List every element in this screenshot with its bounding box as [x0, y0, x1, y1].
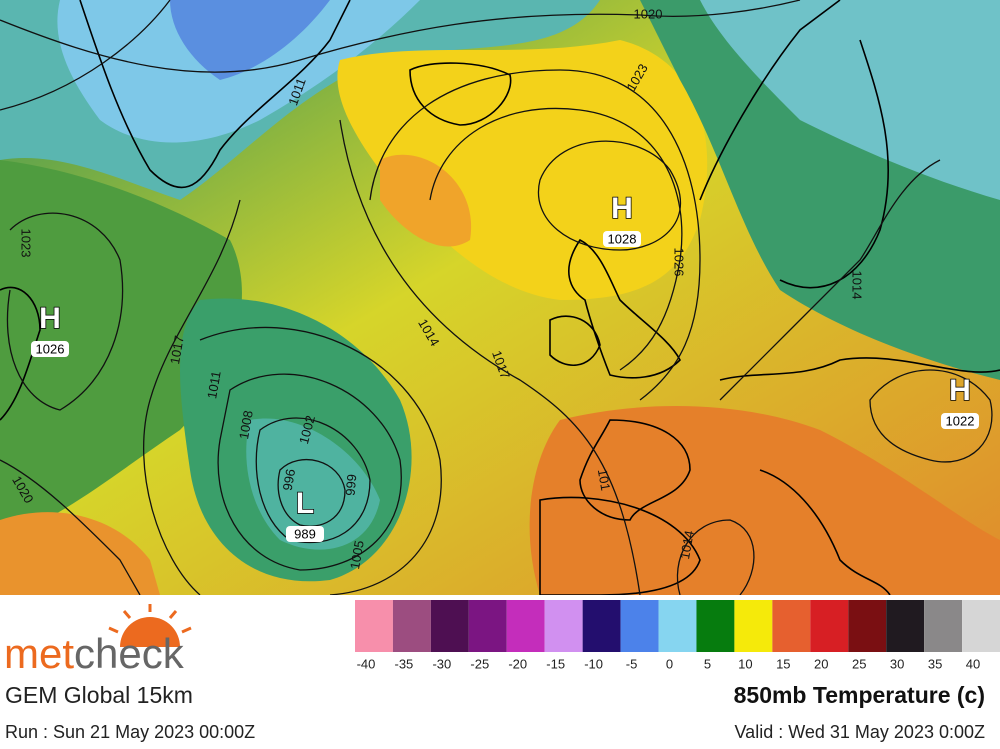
legend-swatch: [468, 600, 507, 652]
logo: metcheck: [4, 604, 192, 677]
legend-label: -15: [546, 656, 565, 671]
legend-label: -35: [395, 656, 414, 671]
isobar-label: 1017: [167, 334, 187, 365]
legend-swatch: [696, 600, 735, 652]
legend-swatch: [544, 600, 583, 652]
isobar-label: 1008: [236, 409, 256, 440]
legend-swatch: [506, 600, 545, 652]
legend-label: -25: [470, 656, 489, 671]
legend-swatch: [734, 600, 773, 652]
isobar-label: 1023: [19, 229, 34, 258]
legend-swatch: [924, 600, 963, 652]
center-symbol: H: [949, 374, 971, 407]
center-symbol: H: [611, 192, 633, 225]
legend-label: -40: [357, 656, 376, 671]
legend-swatch: [772, 600, 811, 652]
isobar-label: 999: [343, 473, 360, 496]
legend-swatch: [658, 600, 697, 652]
pressure-centers: H 1028 H 1026 H 1022 L 989: [31, 191, 979, 542]
legend-label: 0: [666, 656, 673, 671]
valid-time: Valid : Wed 31 May 2023 0:00Z: [735, 722, 985, 742]
logo-sun: [120, 617, 180, 647]
isobar-label: 1011: [204, 370, 224, 400]
isobar-label: 1002: [296, 414, 318, 446]
color-legend: -40 -35 -30 -25 -20 -15 -10 -5 0 5 10 15 20 25 30 35 40: [355, 600, 1000, 671]
model-name: GEM Global 15km: [5, 682, 193, 708]
field-name: 850mb Temperature (c): [734, 682, 985, 708]
center-value: 1026: [36, 341, 65, 356]
isobar-label: 1014: [677, 529, 697, 560]
isobar-label: 1020: [634, 6, 663, 21]
legend-label: 35: [928, 656, 942, 671]
isobar-labels: 1020102310111023101710141017102610141011…: [9, 6, 865, 570]
logo-rays: [108, 604, 192, 634]
legend-label: -5: [626, 656, 638, 671]
center-value: 1022: [946, 413, 975, 428]
legend-swatch: [810, 600, 849, 652]
legend-swatch: [430, 600, 469, 652]
center-value-bg: [286, 526, 324, 542]
center-value: 1028: [608, 231, 637, 246]
center-symbol: L: [296, 487, 314, 520]
legend-swatch: [355, 600, 393, 652]
legend-label: -20: [508, 656, 527, 671]
legend-swatch: [620, 600, 659, 652]
logo-part-2: check: [74, 630, 185, 677]
isobar-label: 996: [280, 468, 299, 492]
legend-label: 40: [966, 656, 980, 671]
legend-swatch: [582, 600, 621, 652]
center-value-bg: [31, 341, 69, 357]
legend-swatch: [962, 600, 1000, 652]
legend-label: 20: [814, 656, 828, 671]
isobar-label: 1014: [850, 271, 865, 300]
legend-label: 5: [704, 656, 711, 671]
temperature-field: [0, 0, 1000, 595]
isobar-label: 1005: [347, 539, 367, 570]
legend-label: 30: [890, 656, 904, 671]
legend-label: 25: [852, 656, 866, 671]
run-time: Run : Sun 21 May 2023 00:00Z: [5, 722, 255, 742]
legend-swatch: [392, 600, 431, 652]
isobar-label: 1026: [672, 248, 687, 277]
center-value-bg: [603, 231, 641, 247]
logo-part-1: met: [4, 630, 74, 677]
isobar-label: 101: [595, 468, 614, 492]
center-value: 989: [294, 526, 316, 541]
legend-swatch: [886, 600, 925, 652]
footer: metcheck GEM Global 15km Run : Sun 21 Ma…: [0, 595, 1000, 749]
legend-label: 15: [776, 656, 790, 671]
logo-text: metcheck: [4, 630, 185, 677]
center-symbol: H: [39, 302, 61, 335]
isobars: [0, 0, 993, 596]
legend-label: -10: [584, 656, 603, 671]
center-value-bg: [941, 413, 979, 429]
legend-swatch: [848, 600, 887, 652]
legend-label: 10: [738, 656, 752, 671]
legend-label: -30: [432, 656, 451, 671]
